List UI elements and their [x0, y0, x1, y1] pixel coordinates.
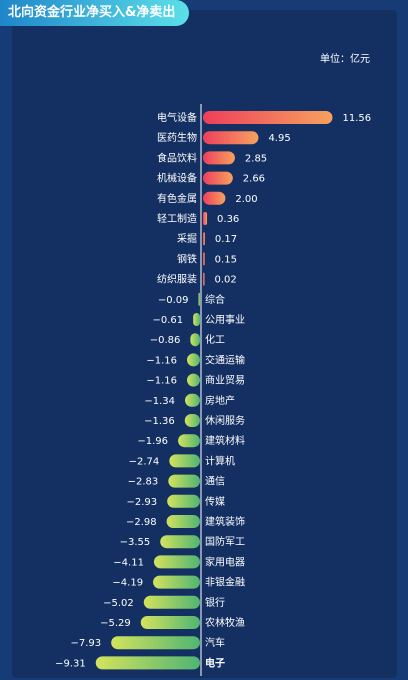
bar-25 [140, 616, 200, 629]
category-label-15: 休闲服务 [205, 414, 245, 427]
category-label-3: 机械设备 [157, 172, 197, 185]
value-label-13: −1.16 [146, 376, 177, 387]
value-label-7: 0.15 [215, 254, 237, 265]
bar-22 [153, 555, 200, 569]
value-label-15: −1.36 [144, 416, 175, 427]
value-label-24: −5.02 [103, 598, 134, 609]
value-label-0: 11.56 [342, 113, 371, 124]
bar-8 [203, 272, 205, 286]
bar-0 [203, 111, 333, 124]
unit-label: 单位：亿元 [320, 54, 370, 65]
value-label-4: 2.00 [235, 194, 257, 205]
bar-19 [167, 494, 200, 508]
bar-10 [193, 313, 200, 326]
category-label-22: 家用电器 [205, 555, 245, 568]
value-label-3: 2.66 [243, 174, 265, 185]
bar-4 [203, 191, 226, 205]
category-label-8: 纺织服装 [157, 273, 197, 286]
category-label-26: 汽车 [205, 636, 225, 649]
category-label-4: 有色金属 [157, 192, 197, 205]
bar-15 [184, 414, 200, 427]
value-label-5: 0.36 [217, 214, 239, 225]
bar-26 [111, 636, 200, 650]
bar-14 [184, 393, 200, 407]
category-label-0: 电气设备 [157, 111, 197, 124]
category-label-13: 商业贸易 [205, 374, 245, 387]
category-label-12: 交通运输 [205, 353, 245, 366]
category-label-5: 轻工制造 [157, 212, 197, 225]
category-label-10: 公用事业 [205, 313, 245, 326]
category-label-2: 食品饮料 [157, 151, 197, 164]
category-label-11: 化工 [205, 333, 225, 346]
category-label-9: 综合 [205, 293, 225, 306]
bar-16 [178, 434, 200, 448]
bar-9 [198, 292, 200, 306]
bar-20 [166, 515, 200, 528]
bar-13 [187, 373, 200, 387]
value-label-16: −1.96 [137, 436, 168, 447]
value-label-14: −1.34 [144, 396, 175, 407]
category-label-27: 电子 [205, 656, 225, 669]
bar-18 [168, 474, 200, 488]
category-label-23: 非银金融 [205, 576, 245, 589]
category-label-20: 建筑装饰 [205, 515, 245, 528]
category-label-25: 农林牧渔 [205, 616, 245, 629]
category-label-1: 医药生物 [157, 131, 197, 144]
value-label-18: −2.83 [128, 477, 159, 488]
category-label-17: 计算机 [205, 454, 235, 467]
bar-21 [160, 535, 200, 549]
chart-title: 北向资金行业净买入&净卖出 [0, 0, 190, 26]
value-label-22: −4.11 [113, 557, 144, 568]
bar-24 [143, 595, 200, 609]
value-label-26: −7.93 [71, 638, 102, 649]
bar-5 [203, 212, 208, 225]
category-label-7: 钢铁 [177, 252, 197, 265]
category-label-14: 房地产 [205, 394, 235, 407]
bar-11 [190, 333, 200, 347]
bar-7 [203, 252, 205, 266]
bar-17 [169, 454, 200, 468]
category-label-16: 建筑材料 [205, 434, 245, 447]
bar-2 [203, 151, 235, 165]
bar-1 [203, 131, 259, 145]
value-label-9: −0.09 [158, 295, 189, 306]
value-label-21: −3.55 [120, 537, 151, 548]
value-label-1: 4.95 [268, 133, 290, 144]
bar-27 [95, 656, 200, 670]
value-label-25: −5.29 [100, 618, 131, 629]
value-label-19: −2.93 [127, 497, 158, 508]
bar-3 [203, 171, 233, 185]
category-label-19: 传媒 [205, 496, 225, 508]
value-label-6: 0.17 [215, 234, 237, 245]
bar-23 [153, 575, 200, 589]
category-label-18: 通信 [205, 476, 225, 488]
bar-6 [203, 232, 205, 246]
category-label-24: 银行 [205, 596, 225, 609]
value-label-11: −0.86 [150, 335, 181, 346]
value-label-23: −4.19 [112, 578, 143, 589]
value-label-10: −0.61 [153, 315, 184, 326]
category-label-21: 国防军工 [205, 535, 245, 548]
value-label-12: −1.16 [146, 355, 177, 366]
category-label-6: 采掘 [177, 232, 197, 245]
value-label-8: 0.02 [215, 275, 237, 286]
bar-12 [187, 353, 200, 367]
value-label-2: 2.85 [245, 153, 267, 164]
value-label-27: −9.31 [55, 658, 86, 669]
value-label-20: −2.98 [126, 517, 157, 528]
value-label-17: −2.74 [129, 456, 160, 467]
